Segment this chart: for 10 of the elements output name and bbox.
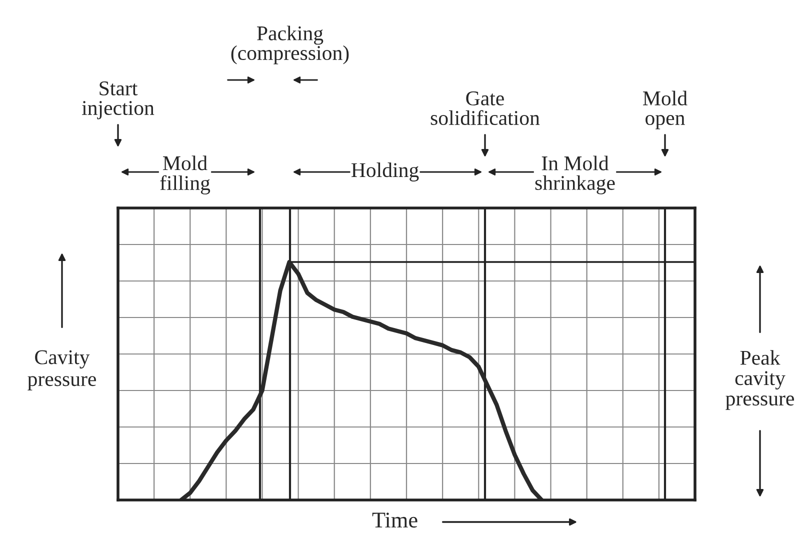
- ref-line-label: Peak cavity pressure: [726, 350, 794, 410]
- text: Gate solidification: [430, 91, 540, 126]
- text: In Mold shrinkage: [535, 156, 615, 194]
- y-axis-title: Cavity pressure: [28, 350, 96, 390]
- text: Mold open: [643, 90, 688, 130]
- x-axis-title: Time: [372, 512, 418, 528]
- text: Mold filling: [160, 156, 210, 194]
- text: Holding: [351, 162, 419, 182]
- text: Packing (compression): [231, 26, 349, 64]
- text: Start injection: [82, 81, 154, 120]
